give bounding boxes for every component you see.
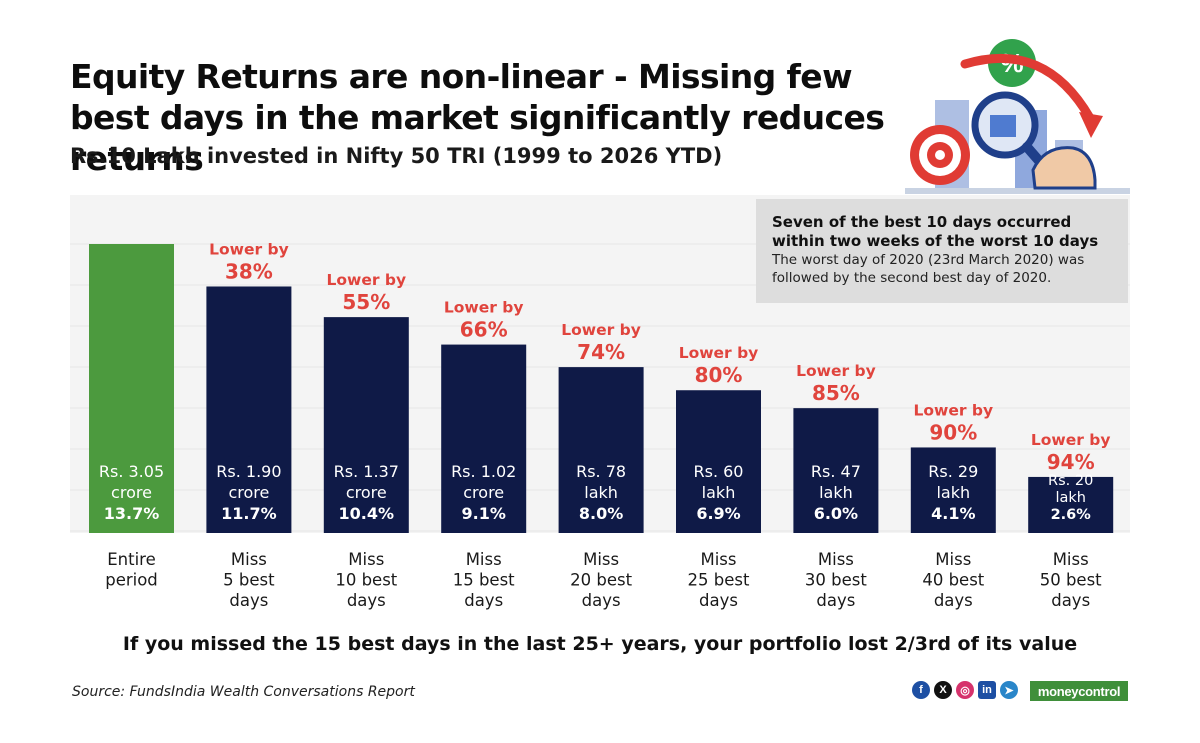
bar-value-label: crore xyxy=(228,483,269,502)
category-label: 25 best xyxy=(688,571,750,590)
bar-value-label: lakh xyxy=(1055,490,1086,506)
bar-0 xyxy=(89,244,174,533)
page-title: Equity Returns are non-linear - Missing … xyxy=(70,57,885,178)
bar-value-label: 10.4% xyxy=(339,504,395,523)
reduction-prefix: Lower by xyxy=(1031,431,1111,449)
category-label: Miss xyxy=(466,550,502,569)
linkedin-icon[interactable]: in xyxy=(978,681,996,699)
bar-value-label: 8.0% xyxy=(579,504,623,523)
finance-illustration: % xyxy=(905,39,1130,194)
x-icon[interactable]: X xyxy=(934,681,952,699)
callout-note: Seven of the best 10 days occurred withi… xyxy=(756,199,1128,303)
reduction-prefix: Lower by xyxy=(209,240,289,258)
bar-value-label: lakh xyxy=(584,483,618,502)
category-label: Entire xyxy=(107,550,156,569)
category-label: Miss xyxy=(583,550,619,569)
bar-value-label: 13.7% xyxy=(104,504,160,523)
reduction-prefix: Lower by xyxy=(679,344,759,362)
brand-logo[interactable]: moneycontrol xyxy=(1030,681,1128,701)
reduction-percent: 85% xyxy=(812,381,860,405)
bar-value-label: Rs. 3.05 xyxy=(99,462,164,481)
instagram-icon[interactable]: ◎ xyxy=(956,681,974,699)
category-label: 15 best xyxy=(453,571,515,590)
category-label: 10 best xyxy=(335,571,397,590)
bar-value-label: Rs. 78 xyxy=(576,462,626,481)
telegram-icon[interactable]: ➤ xyxy=(1000,681,1018,699)
category-label: days xyxy=(699,591,738,610)
bar-value-label: Rs. 1.37 xyxy=(334,462,399,481)
reduction-percent: 38% xyxy=(225,259,273,283)
category-label: days xyxy=(934,591,973,610)
reduction-percent: 90% xyxy=(929,420,977,444)
reduction-prefix: Lower by xyxy=(444,299,524,317)
source-text: Source: FundsIndia Wealth Conversations … xyxy=(72,684,415,700)
reduction-percent: 80% xyxy=(695,363,743,387)
reduction-prefix: Lower by xyxy=(561,321,641,339)
reduction-prefix: Lower by xyxy=(913,401,993,419)
bar-value-label: lakh xyxy=(936,483,970,502)
bar-1 xyxy=(206,286,292,533)
category-label: Miss xyxy=(818,550,854,569)
bar-value-label: 2.6% xyxy=(1051,507,1092,523)
bar-value-label: crore xyxy=(111,483,152,502)
reduction-percent: 94% xyxy=(1047,450,1095,474)
bar-6 xyxy=(793,408,879,533)
bar-value-label: lakh xyxy=(819,483,853,502)
category-label: 40 best xyxy=(922,571,984,590)
category-label: Miss xyxy=(935,550,971,569)
bar-value-label: 9.1% xyxy=(462,504,506,523)
facebook-icon[interactable]: f xyxy=(912,681,930,699)
category-label: Miss xyxy=(700,550,736,569)
category-label: days xyxy=(582,591,621,610)
bar-value-label: 11.7% xyxy=(221,504,277,523)
bar-value-label: 6.9% xyxy=(696,504,740,523)
page-subtitle: Rs.10 Lakh invested in Nifty 50 TRI (199… xyxy=(70,144,723,168)
bar-3 xyxy=(441,344,527,533)
bar-value-label: 4.1% xyxy=(931,504,975,523)
bar-value-label: crore xyxy=(346,483,387,502)
category-label: Miss xyxy=(231,550,267,569)
callout-heading: Seven of the best 10 days occurred withi… xyxy=(772,213,1099,250)
reduction-prefix: Lower by xyxy=(796,362,876,380)
category-label: days xyxy=(816,591,855,610)
bar-value-label: Rs. 1.02 xyxy=(451,462,516,481)
reduction-percent: 55% xyxy=(342,290,390,314)
down-trend-arrow-icon xyxy=(960,53,1095,123)
category-label: period xyxy=(105,571,158,590)
category-label: days xyxy=(464,591,503,610)
bar-5 xyxy=(676,390,761,533)
bar-2 xyxy=(323,317,409,533)
bar-value-label: Rs. 47 xyxy=(811,462,861,481)
bar-value-label: lakh xyxy=(702,483,736,502)
bar-value-label: Rs. 1.90 xyxy=(216,462,281,481)
bar-value-label: 6.0% xyxy=(814,504,858,523)
category-label: days xyxy=(229,591,268,610)
bar-value-label: Rs. 20 xyxy=(1048,473,1093,489)
bar-value-label: crore xyxy=(463,483,504,502)
bar-value-label: Rs. 29 xyxy=(928,462,978,481)
bar-value-label: Rs. 60 xyxy=(694,462,744,481)
footer-message: If you missed the 15 best days in the la… xyxy=(122,633,1078,655)
category-label: days xyxy=(347,591,386,610)
category-label: days xyxy=(1051,591,1090,610)
category-label: Miss xyxy=(1053,550,1089,569)
category-label: 5 best xyxy=(223,571,275,590)
category-label: Miss xyxy=(348,550,384,569)
category-label: 50 best xyxy=(1040,571,1102,590)
reduction-percent: 66% xyxy=(460,318,508,342)
callout-body: The worst day of 2020 (23rd March 2020) … xyxy=(772,252,1085,286)
social-icons: f X ◎ in ➤ xyxy=(912,681,1018,699)
bar-4 xyxy=(558,367,644,533)
bar-7 xyxy=(910,447,996,533)
hand-icon xyxy=(1031,146,1097,190)
bar-8 xyxy=(1028,476,1114,533)
reduction-percent: 74% xyxy=(577,340,625,364)
reduction-prefix: Lower by xyxy=(326,271,406,289)
category-label: 20 best xyxy=(570,571,632,590)
illustration-base xyxy=(905,188,1130,194)
category-label: 30 best xyxy=(805,571,867,590)
